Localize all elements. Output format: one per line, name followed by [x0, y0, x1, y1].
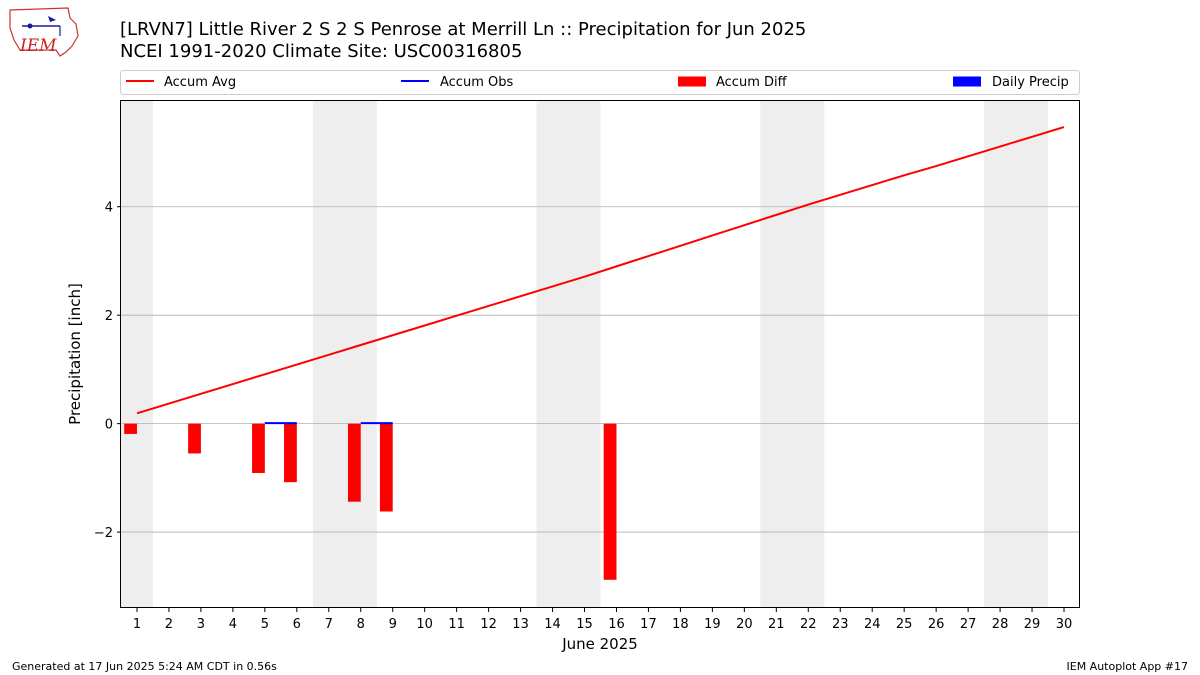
x-tick-label: 22: [800, 617, 817, 632]
x-tick-label: 23: [832, 617, 849, 632]
y-axis-label: Precipitation [inch]: [66, 283, 84, 425]
x-tick-label: 14: [544, 617, 561, 632]
legend-label-accum-diff: Accum Diff: [716, 75, 788, 90]
accum-diff-bar-day-1: [124, 423, 137, 434]
y-tick-label: 4: [105, 201, 113, 216]
x-tick-label: 9: [389, 617, 397, 632]
x-tick-label: 25: [896, 617, 913, 632]
x-tick-label: 19: [704, 617, 721, 632]
plot-frame: [120, 100, 1080, 608]
accum-diff-bar-day-8: [347, 423, 361, 502]
legend-frame: [120, 70, 1080, 95]
footer-generated: Generated at 17 Jun 2025 5:24 AM CDT in …: [12, 660, 277, 673]
accum-diff-bar-day-16: [603, 423, 617, 580]
weekend-band-2: [312, 101, 377, 608]
legend-label-accum-avg: Accum Avg: [164, 75, 236, 90]
x-tick-label: 24: [864, 617, 881, 632]
weekend-bands: [121, 101, 1049, 608]
x-tick-label: 1: [133, 617, 141, 632]
footer-app: IEM Autoplot App #17: [1067, 660, 1189, 673]
accum-diff-bar-day-9: [379, 423, 393, 512]
x-axis-ticks: 1 2 3 4 5 6 7 8 9 10 11 12 13 14 15 16 17 18 19 20 21 22 23 24 2…: [133, 608, 1072, 632]
y-tick-label: 2: [105, 309, 113, 324]
x-axis-label: June 2025: [561, 635, 638, 653]
x-tick-label: 27: [960, 617, 977, 632]
x-tick-label: 12: [480, 617, 497, 632]
x-tick-label: 7: [325, 617, 333, 632]
weekend-band-1: [121, 101, 153, 608]
x-tick-label: 20: [736, 617, 753, 632]
x-tick-label: 6: [293, 617, 301, 632]
legend-swatch-accum-diff: [678, 76, 706, 87]
x-tick-label: 11: [448, 617, 465, 632]
x-tick-label: 26: [928, 617, 945, 632]
x-tick-label: 3: [197, 617, 205, 632]
x-tick-label: 29: [1024, 617, 1041, 632]
accum-avg-line: [136, 126, 1065, 415]
series-lines: [136, 126, 1065, 425]
weekend-band-5: [984, 101, 1049, 608]
x-tick-label: 10: [416, 617, 433, 632]
x-tick-label: 16: [608, 617, 625, 632]
x-tick-label: 21: [768, 617, 785, 632]
weekend-band-4: [760, 101, 825, 608]
x-tick-label: 2: [165, 617, 173, 632]
y-axis-ticks: −2 0 2 4: [94, 201, 121, 541]
x-tick-label: 15: [576, 617, 593, 632]
accum-diff-bar-day-5: [252, 423, 265, 473]
x-tick-label: 13: [512, 617, 529, 632]
legend-label-accum-obs: Accum Obs: [440, 75, 513, 90]
legend: Accum Avg Accum Obs Accum Diff Daily Pre…: [120, 70, 1080, 95]
x-tick-label: 28: [992, 617, 1009, 632]
logo-text: IEM: [19, 36, 57, 56]
x-tick-label: 4: [229, 617, 237, 632]
x-tick-label: 5: [261, 617, 269, 632]
accum-diff-bars: [124, 423, 617, 580]
accum-diff-bar-day-6: [284, 423, 297, 483]
accum-diff-bar-day-3: [188, 423, 201, 454]
y-tick-label: −2: [94, 526, 113, 541]
legend-label-daily-precip: Daily Precip: [992, 75, 1069, 90]
x-tick-label: 18: [672, 617, 689, 632]
weekend-band-3: [536, 101, 601, 608]
legend-swatch-daily-precip: [953, 76, 981, 87]
chart-subtitle: NCEI 1991-2020 Climate Site: USC00316805: [120, 41, 522, 62]
x-tick-label: 17: [640, 617, 657, 632]
y-tick-label: 0: [105, 418, 113, 433]
chart-title: [LRVN7] Little River 2 S 2 S Penrose at …: [120, 19, 806, 40]
x-tick-label: 30: [1056, 617, 1073, 632]
x-tick-label: 8: [357, 617, 365, 632]
iem-logo: IEM: [9, 7, 79, 57]
